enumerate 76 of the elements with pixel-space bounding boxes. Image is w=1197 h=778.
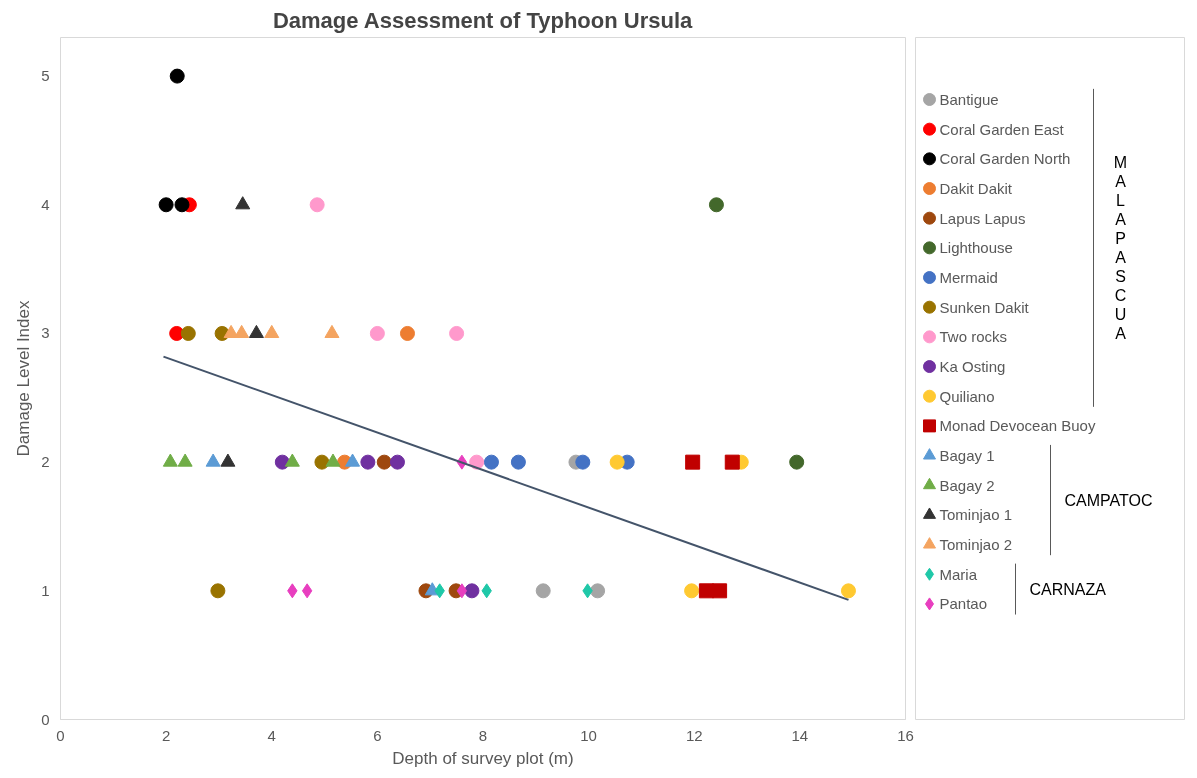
point (235, 196, 251, 210)
point (789, 454, 805, 470)
point (345, 453, 361, 467)
text: MALAPASCUA (1113, 153, 1128, 343)
point (162, 453, 178, 467)
point (712, 583, 728, 599)
point (449, 325, 465, 341)
y-tick-label: 2 (41, 453, 50, 471)
point (220, 453, 236, 467)
legend-label: Bagay 2 (939, 476, 995, 494)
point (158, 197, 174, 213)
point (609, 454, 625, 470)
point (684, 583, 700, 599)
point (369, 325, 385, 341)
y-tick-label: 4 (41, 195, 50, 213)
point (205, 453, 221, 467)
legend-label: Tominjao 2 (939, 536, 1013, 554)
x-tick-label: 12 (685, 726, 703, 744)
y-tick-label: 1 (41, 581, 50, 599)
point (483, 454, 499, 470)
point (210, 583, 226, 599)
legend-label: Dakit Dakit (939, 180, 1013, 198)
point (456, 583, 468, 599)
chart-title: Damage Assessment of Typhoon Ursula (272, 7, 694, 33)
x-tick-label: 4 (267, 726, 276, 744)
point (840, 583, 856, 599)
x-tick-label: 8 (478, 726, 488, 744)
point (284, 453, 300, 467)
legend-label: Bantigue (939, 91, 999, 108)
text: CARNAZA (1029, 580, 1107, 598)
x-axis-title: Depth of survey plot (m) (392, 748, 574, 768)
legend-label: Pantao (939, 595, 988, 613)
point (535, 583, 551, 599)
legend-label: Coral Garden East (939, 120, 1065, 138)
x-tick-label: 2 (161, 726, 171, 744)
legend-label: Two rocks (939, 328, 1008, 346)
point (360, 454, 376, 470)
point (180, 325, 196, 341)
point (169, 68, 185, 84)
legend-label: Mermaid (939, 269, 998, 287)
point (389, 454, 405, 470)
legend-label: Lapus Lapus (939, 209, 1026, 227)
legend-label: Monad Devocean Buoy (939, 417, 1096, 435)
point (314, 454, 330, 470)
x-tick-label: 16 (897, 726, 914, 744)
point (510, 454, 526, 470)
y-tick-label: 0 (41, 710, 50, 728)
point (399, 325, 415, 341)
point (325, 453, 341, 467)
point (575, 454, 591, 470)
point (174, 197, 190, 213)
legend-label: Sunken Dakit (939, 298, 1030, 316)
legend-label: Quiliano (939, 387, 995, 405)
legend-label: Lighthouse (939, 239, 1013, 257)
text: CAMPATOC (1064, 491, 1153, 509)
point (590, 583, 606, 599)
y-tick-label: 3 (41, 324, 50, 342)
point (464, 583, 480, 599)
x-tick-label: 0 (56, 726, 65, 744)
y-axis-title: Damage Level Index (14, 300, 34, 457)
point (376, 454, 392, 470)
x-tick-label: 10 (580, 726, 597, 744)
x-tick-label: 6 (373, 726, 382, 744)
y-tick-label: 5 (41, 67, 50, 85)
legend-label: Bagay 1 (939, 447, 995, 465)
legend-label: Tominjao 1 (939, 506, 1013, 524)
point (724, 454, 740, 470)
x-tick-label: 14 (791, 726, 809, 744)
point (708, 197, 724, 213)
point (685, 454, 701, 470)
legend-label: Coral Garden North (939, 150, 1071, 168)
point (309, 197, 325, 213)
legend-label: Maria (939, 565, 978, 583)
legend-label: Ka Osting (939, 358, 1006, 376)
point (301, 583, 313, 599)
point (177, 453, 193, 467)
